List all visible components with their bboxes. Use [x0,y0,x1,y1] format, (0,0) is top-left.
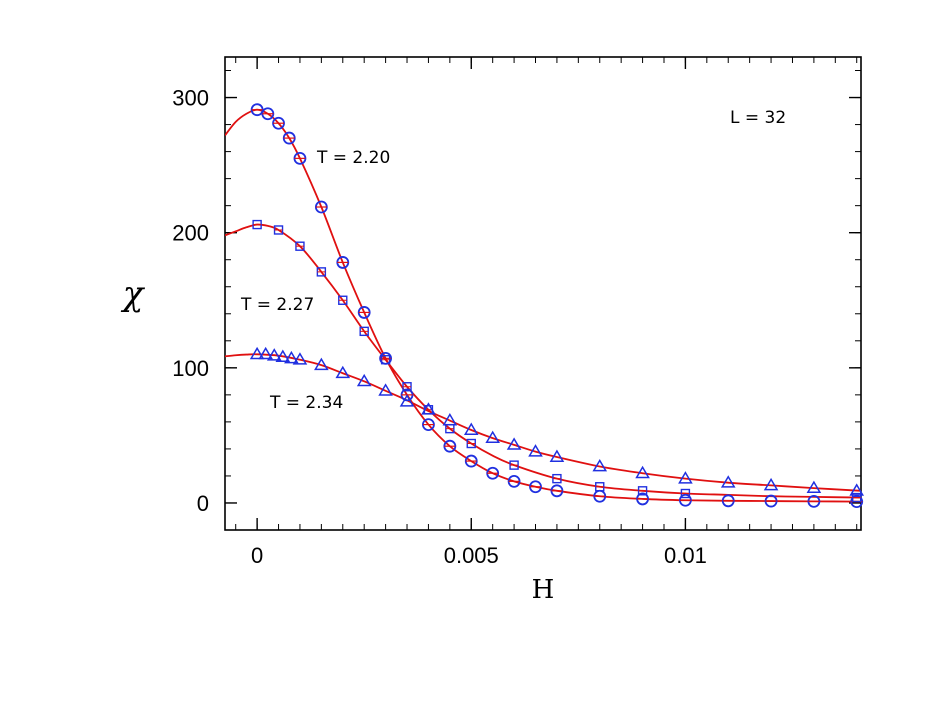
x-tick-label: 0 [251,543,263,568]
major-ticks [225,57,861,530]
y-tick-label: 0 [197,491,209,516]
data-point-triangle [506,437,522,450]
data-point-triangle [849,483,865,496]
x-axis-title: H [532,575,555,605]
data-point-triangle [258,346,273,360]
data-point-triangle [266,348,282,361]
data-point-triangle [720,475,736,488]
data-point-triangle [549,449,565,462]
annotation-system-size: L = 32 [730,108,786,128]
x-tick-label: 0.005 [444,543,499,568]
data-point-triangle [284,350,299,364]
x-tick-label: 0.01 [664,543,707,568]
data-points [249,103,865,509]
data-point-triangle [378,383,393,396]
data-point-triangle [399,394,415,407]
y-tick-labels: 0 100 200 300 [172,86,209,516]
data-point-triangle [275,349,291,362]
data-point-triangle [463,422,479,435]
y-tick-label: 100 [172,356,209,381]
data-point-triangle [292,352,308,365]
data-point-triangle [314,357,329,371]
data-point-triangle [806,480,822,494]
plot-frame [224,56,862,531]
data-point-triangle [249,346,265,360]
y-axis-title: χ [121,274,146,314]
data-point-triangle [485,430,500,444]
fit-curves [225,108,861,503]
data-point-triangle [678,471,693,484]
x-tick-labels: 0 0.005 0.01 [251,543,707,568]
data-point-triangle [442,413,458,426]
fit-curve-triangle [225,353,861,492]
y-tick-label: 300 [172,86,209,111]
data-point-triangle [592,459,608,472]
data-point-triangle [763,477,779,491]
y-tick-label: 200 [172,221,209,246]
data-point-triangle [421,402,436,415]
data-point-triangle [335,365,351,379]
annotation-t-2-27: T = 2.27 [240,295,314,315]
data-point-triangle [528,444,543,457]
fit-curve-circle [225,108,861,503]
annotation-t-2-20: T = 2.20 [316,148,390,168]
annotation-t-2-34: T = 2.34 [269,393,343,413]
data-point-triangle [356,373,372,387]
data-point-triangle [635,465,650,479]
